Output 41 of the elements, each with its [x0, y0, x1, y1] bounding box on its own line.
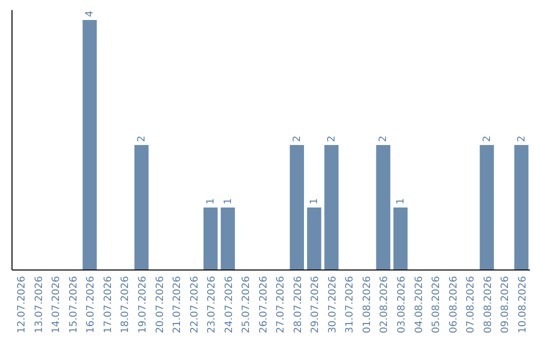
x-tick-label: 02.08.2026 [379, 276, 390, 334]
data-label: 1 [396, 198, 406, 204]
x-tick-label: 19.07.2026 [138, 276, 148, 334]
data-label: 2 [378, 136, 390, 142]
data-label: 2 [292, 136, 303, 142]
x-tick-label: 31.07.2026 [344, 276, 356, 334]
x-tick-label: 15.07.2026 [68, 276, 80, 334]
x-tick-label: 24.07.2026 [224, 276, 235, 334]
data-label: 2 [326, 136, 338, 142]
x-tick-label: 08.08.2026 [482, 276, 494, 334]
x-tick-label: 22.07.2026 [189, 276, 200, 334]
x-tick-label: 27.07.2026 [276, 276, 287, 334]
x-tick-label: 06.08.2026 [448, 276, 460, 334]
x-tick-label: 23.07.2026 [206, 276, 218, 334]
x-tick-label: 04.08.2026 [414, 276, 425, 334]
x-tick-label: 28.07.2026 [292, 276, 304, 334]
x-tick-label: 05.08.2026 [431, 276, 442, 334]
x-tick-label: 12.07.2026 [16, 276, 28, 334]
x-tick-label: 10.08.2026 [517, 276, 528, 334]
x-tick-label: 21.07.2026 [172, 276, 184, 334]
x-tick-label: 25.07.2026 [241, 276, 252, 334]
x-tick-label: 29.07.2026 [310, 276, 322, 334]
x-tick-label: 13.07.2026 [34, 276, 45, 334]
x-tick-label: 01.08.2026 [362, 276, 373, 334]
data-label: 2 [516, 136, 528, 142]
x-tick-label: 16.07.2026 [86, 276, 97, 334]
x-tick-label: 07.08.2026 [466, 276, 477, 334]
data-label: 2 [136, 136, 148, 142]
x-tick-label: 18.07.2026 [120, 276, 132, 334]
data-label: 2 [482, 136, 493, 142]
x-tick-label: 26.07.2026 [258, 276, 270, 334]
x-tick-label: 03.08.2026 [396, 276, 408, 334]
data-label: 4 [84, 10, 96, 17]
x-tick-label: 20.07.2026 [154, 276, 166, 334]
data-label: 1 [206, 198, 217, 204]
x-tick-label: 09.08.2026 [500, 276, 512, 334]
x-tick-label: 17.07.2026 [102, 276, 114, 334]
x-tick-label: 14.07.2026 [51, 276, 62, 334]
data-label: 1 [309, 198, 320, 204]
x-tick-label: 30.07.2026 [327, 276, 338, 334]
data-label: 1 [222, 198, 234, 204]
